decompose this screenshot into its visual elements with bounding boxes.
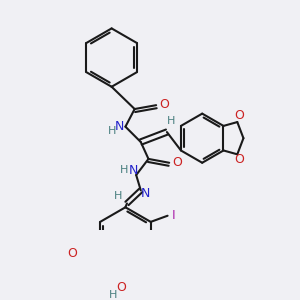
Text: O: O (116, 280, 126, 294)
Text: O: O (172, 156, 182, 169)
Text: O: O (68, 247, 77, 260)
Text: N: N (115, 120, 124, 133)
Text: O: O (235, 153, 244, 166)
Text: N: N (141, 187, 150, 200)
Text: I: I (172, 209, 175, 222)
Text: O: O (159, 98, 169, 111)
Text: H: H (107, 125, 116, 136)
Text: H: H (120, 165, 128, 176)
Text: H: H (109, 290, 117, 300)
Text: O: O (235, 110, 244, 122)
Text: H: H (167, 116, 176, 125)
Text: H: H (114, 191, 122, 201)
Text: N: N (128, 164, 138, 177)
